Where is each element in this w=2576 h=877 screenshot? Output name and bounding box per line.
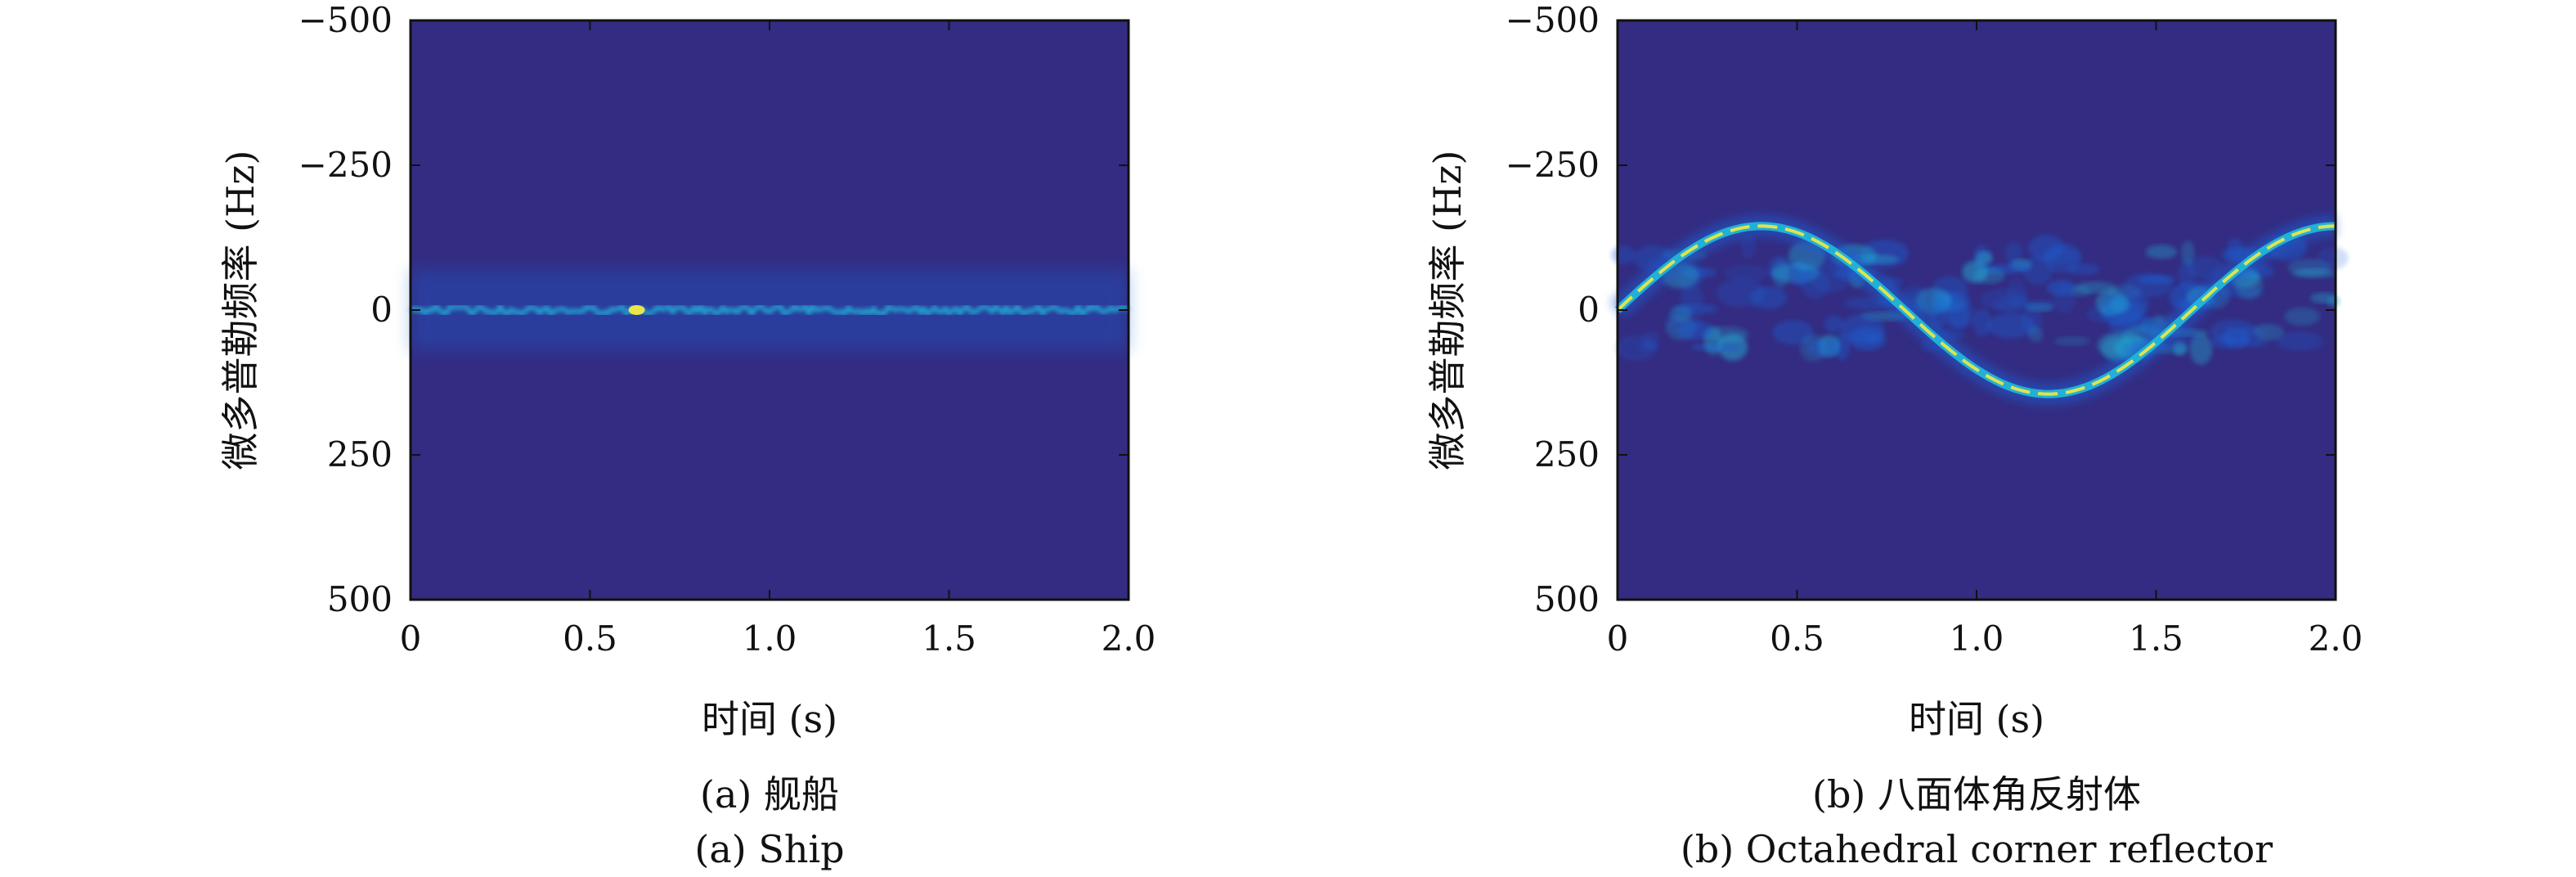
clutter-blob <box>1806 339 1841 357</box>
panel-a: 0 0.5 1.0 1.5 2.0 −500 −250 0 250 500 时间 (s) 微多普勒… <box>218 0 1156 871</box>
clutter-blob <box>1740 234 1757 259</box>
clutter-blob <box>2291 268 2336 278</box>
y-tick-label: 250 <box>327 434 393 474</box>
y-tick-label: 250 <box>1534 434 1600 474</box>
clutter-blob <box>2067 263 2100 276</box>
signal-peak <box>628 305 645 315</box>
clutter-blob <box>2022 299 2056 310</box>
x-tick-label: 1.5 <box>2129 618 2183 659</box>
y-tick-label: 0 <box>370 290 393 330</box>
plot-a-caption-en: (a) Ship <box>694 827 844 871</box>
clutter-blob <box>2210 319 2256 343</box>
plot-a-signal <box>409 263 1130 351</box>
clutter-blob <box>2284 307 2321 326</box>
plot-b-area <box>1618 20 2336 600</box>
plot-b-ticks: 0 0.5 1.0 1.5 2.0 −500 −250 0 250 500 <box>1506 0 2363 659</box>
clutter-blob <box>2310 292 2338 304</box>
y-tick-label: 500 <box>1534 579 1600 619</box>
plot-a-caption-cn: (a) 舰船 <box>700 772 839 816</box>
plot-b-xlabel: 时间 (s) <box>1909 697 2044 741</box>
signal-core <box>409 301 1130 318</box>
clutter-blob <box>2075 281 2116 294</box>
clutter-blob <box>2027 326 2044 343</box>
clutter-blob <box>1749 286 1787 309</box>
plot-b-signal <box>1610 215 2349 405</box>
clutter-blob <box>1676 321 1714 340</box>
plot-a-ylabel: 微多普勒频率 (Hz) <box>218 151 263 470</box>
clutter-blob <box>2007 277 2026 308</box>
x-tick-label: 1.0 <box>1950 618 2004 659</box>
y-tick-label: 500 <box>327 579 393 619</box>
clutter-blob <box>2276 331 2323 351</box>
clutter-blob <box>2004 241 2023 267</box>
y-tick-label: 0 <box>1577 290 1600 330</box>
plot-a-xlabel: 时间 (s) <box>702 697 837 741</box>
x-tick-label: 0.5 <box>563 618 617 659</box>
clutter-blob <box>2124 272 2173 298</box>
clutter-blob <box>2186 255 2224 280</box>
y-tick-label: −250 <box>298 145 393 185</box>
clutter-blob <box>1841 313 1885 344</box>
clutter-blob <box>2053 336 2090 346</box>
x-tick-label: 0 <box>1607 618 1629 659</box>
clutter-blob <box>2145 245 2178 259</box>
clutter-blob <box>1975 250 1993 265</box>
clutter-blob <box>1772 320 1814 345</box>
x-tick-label: 1.0 <box>743 618 797 659</box>
clutter-blob <box>2253 323 2284 341</box>
clutter-blob <box>1723 264 1770 282</box>
clutter-blob <box>1833 332 1850 361</box>
clutter-blob <box>2181 241 2195 266</box>
plot-b-caption-cn: (b) 八面体角反射体 <box>1812 772 2141 816</box>
clutter-blob <box>1801 268 1830 299</box>
clutter-blob <box>1679 286 1705 308</box>
x-tick-label: 2.0 <box>1102 618 1156 659</box>
clutter-blob <box>1639 340 1658 352</box>
clutter-blob <box>1986 313 2036 339</box>
y-tick-label: −500 <box>1506 0 1600 40</box>
x-tick-label: 0.5 <box>1770 618 1824 659</box>
plot-b-ylabel: 微多普勒频率 (Hz) <box>1425 151 1470 470</box>
clutter-blob <box>2317 246 2349 270</box>
clutter-blob <box>2104 290 2150 318</box>
clutter-blob <box>1824 315 1845 333</box>
plot-a-ticks: 0 0.5 1.0 1.5 2.0 −500 −250 0 250 500 <box>298 0 1156 659</box>
plot-b-caption-en: (b) Octahedral corner reflector <box>1681 827 2273 871</box>
x-tick-label: 2.0 <box>2309 618 2363 659</box>
y-tick-label: −500 <box>298 0 393 40</box>
clutter-blob <box>1942 302 1971 329</box>
clutter-blob <box>2053 285 2076 314</box>
sinusoid-core <box>1616 224 2336 396</box>
clutter-blob <box>1962 260 1988 284</box>
panel-b: 0 0.5 1.0 1.5 2.0 −500 −250 0 250 500 时间 (s) 微多普勒… <box>1425 0 2363 871</box>
y-tick-label: −250 <box>1506 145 1600 185</box>
x-tick-label: 0 <box>400 618 422 659</box>
clutter-blob <box>1972 308 1992 337</box>
x-tick-label: 1.5 <box>922 618 976 659</box>
clutter-blob <box>1611 245 1636 264</box>
